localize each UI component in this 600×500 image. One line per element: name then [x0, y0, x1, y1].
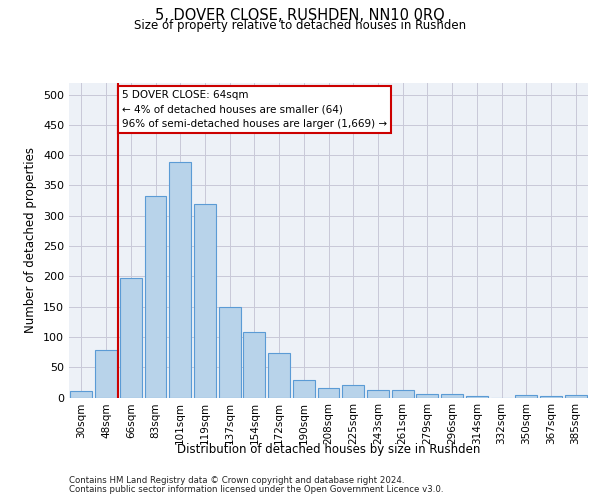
Bar — [466, 396, 488, 398]
Text: Contains HM Land Registry data © Crown copyright and database right 2024.: Contains HM Land Registry data © Crown c… — [69, 476, 404, 485]
Text: Size of property relative to detached houses in Rushden: Size of property relative to detached ho… — [134, 19, 466, 32]
Text: Contains public sector information licensed under the Open Government Licence v3: Contains public sector information licen… — [69, 485, 443, 494]
Bar — [244, 332, 265, 398]
Bar — [169, 162, 191, 398]
Bar — [219, 306, 241, 398]
Bar — [317, 388, 340, 398]
Y-axis label: Number of detached properties: Number of detached properties — [25, 147, 37, 333]
Bar — [565, 395, 587, 398]
Bar — [392, 390, 413, 398]
Bar — [70, 392, 92, 398]
Bar — [95, 350, 117, 398]
Bar — [268, 354, 290, 398]
Bar — [540, 396, 562, 398]
Text: 5, DOVER CLOSE, RUSHDEN, NN10 0RQ: 5, DOVER CLOSE, RUSHDEN, NN10 0RQ — [155, 8, 445, 22]
Bar — [293, 380, 314, 398]
Bar — [194, 204, 216, 398]
Text: Distribution of detached houses by size in Rushden: Distribution of detached houses by size … — [177, 442, 481, 456]
Bar — [145, 196, 166, 398]
Bar — [120, 278, 142, 398]
Bar — [367, 390, 389, 398]
Bar — [441, 394, 463, 398]
Bar — [416, 394, 438, 398]
Bar — [515, 395, 537, 398]
Bar — [343, 385, 364, 398]
Text: 5 DOVER CLOSE: 64sqm
← 4% of detached houses are smaller (64)
96% of semi-detach: 5 DOVER CLOSE: 64sqm ← 4% of detached ho… — [122, 90, 387, 130]
